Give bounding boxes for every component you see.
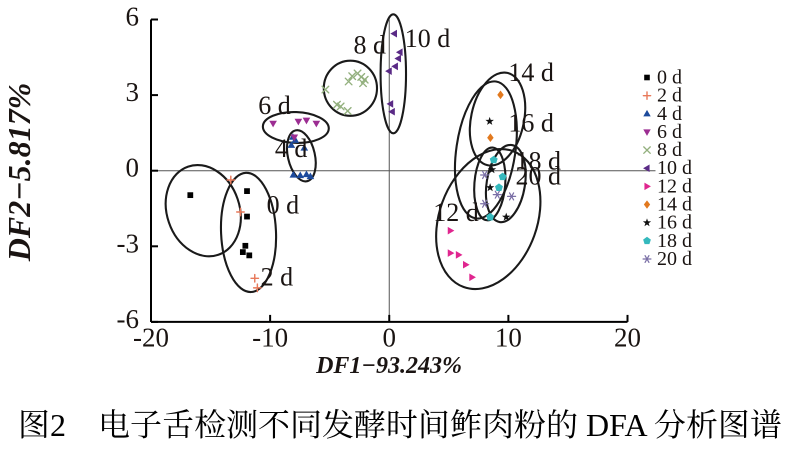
svg-text:20 d: 20 d	[657, 248, 692, 270]
svg-text:-6: -6	[117, 304, 140, 334]
svg-text:0: 0	[126, 153, 140, 183]
svg-text:10: 10	[495, 322, 522, 352]
svg-text:20 d: 20 d	[516, 162, 562, 191]
svg-text:图2 电子舌检测不同发酵时间鲊肉粉的 DFA 分析图谱: 图2 电子舌检测不同发酵时间鲊肉粉的 DFA 分析图谱	[18, 407, 782, 443]
svg-text:12 d: 12 d	[433, 198, 479, 227]
svg-text:10 d: 10 d	[405, 24, 451, 53]
svg-text:0 d: 0 d	[267, 191, 300, 220]
svg-text:6: 6	[126, 2, 140, 32]
svg-text:DF2−5.817%: DF2−5.817%	[1, 83, 37, 263]
svg-text:4 d: 4 d	[275, 134, 308, 163]
svg-text:6 d: 6 d	[258, 91, 291, 120]
svg-text:-10: -10	[252, 322, 288, 352]
svg-text:8 d: 8 d	[354, 31, 387, 60]
svg-text:14 d: 14 d	[508, 58, 554, 87]
svg-text:2 d: 2 d	[261, 262, 294, 291]
svg-text:DF1−93.243%: DF1−93.243%	[315, 353, 462, 379]
svg-text:0: 0	[382, 322, 396, 352]
svg-text:3: 3	[126, 77, 140, 107]
svg-text:20: 20	[614, 322, 641, 352]
svg-text:-3: -3	[117, 228, 140, 258]
svg-text:16 d: 16 d	[508, 109, 554, 138]
